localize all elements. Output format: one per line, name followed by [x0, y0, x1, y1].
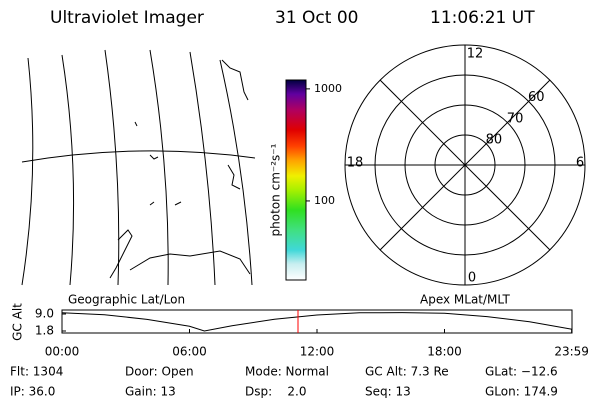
- footer-field: GLat: −12.6: [485, 365, 558, 379]
- polar-grid: 60 70 80 12 0 18 6: [344, 44, 586, 286]
- footer-field: Dsp: 2.0: [245, 385, 307, 399]
- x-tick-label: 23:59: [554, 345, 589, 359]
- colorbar: [285, 79, 307, 281]
- mlt-label: 18: [347, 156, 364, 171]
- colorbar-tick-label: 1000: [314, 82, 342, 95]
- lat-label: 60: [528, 90, 545, 105]
- footer-field: Door: Open: [125, 365, 194, 379]
- altitude-ylabel: GC Alt: [11, 303, 25, 341]
- mlt-label: 0: [468, 271, 476, 286]
- left-caption: Geographic Lat/Lon: [68, 293, 185, 307]
- footer-field: GLon: 174.9: [485, 385, 558, 399]
- footer-field: Seq: 13: [365, 385, 411, 399]
- footer-field: Mode: Normal: [245, 365, 329, 379]
- polar-spoke: [379, 79, 551, 251]
- right-caption: Apex MLat/MLT: [420, 293, 510, 307]
- x-tick-label: 18:00: [427, 345, 462, 359]
- instrument-title: Ultraviolet Imager: [50, 8, 204, 28]
- footer-field: IP: 36.0: [10, 385, 55, 399]
- x-tick-label: 06:00: [172, 345, 207, 359]
- lat-label: 80: [486, 133, 503, 148]
- date: 31 Oct 00: [275, 8, 358, 28]
- mlt-label: 6: [576, 156, 584, 171]
- colorbar-tick-label: 100: [314, 194, 335, 207]
- footer-field: Flt: 1304: [10, 365, 63, 379]
- lat-label: 70: [507, 111, 524, 126]
- lat-ring: [374, 74, 556, 256]
- mlt-label: 12: [467, 47, 484, 62]
- y-tick-label: 1.8: [35, 323, 54, 337]
- lat-ring: [404, 104, 526, 226]
- x-tick-label: 12:00: [300, 345, 335, 359]
- time: 11:06:21 UT: [430, 8, 535, 28]
- lat-ring: [434, 134, 496, 196]
- x-tick-label: 00:00: [45, 345, 80, 359]
- geo-map: [21, 49, 256, 286]
- altitude-line: [61, 312, 573, 332]
- colorbar-label: photon cm⁻²s⁻¹: [269, 143, 283, 236]
- footer-field: Gain: 13: [125, 385, 176, 399]
- y-tick-label: 9.0: [35, 307, 54, 321]
- footer-field: GC Alt: 7.3 Re: [365, 365, 449, 379]
